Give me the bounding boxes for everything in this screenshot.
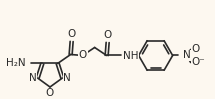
Text: NH: NH	[123, 51, 138, 61]
Text: O: O	[192, 44, 200, 54]
Text: O: O	[68, 30, 76, 40]
Text: O: O	[103, 30, 112, 40]
Text: N: N	[63, 73, 71, 83]
Text: O: O	[46, 89, 54, 99]
Text: N: N	[29, 73, 37, 83]
Text: H₂N: H₂N	[6, 59, 25, 69]
Text: O⁻: O⁻	[192, 58, 205, 68]
Text: N⁺: N⁺	[183, 50, 196, 60]
Text: O: O	[78, 50, 87, 60]
